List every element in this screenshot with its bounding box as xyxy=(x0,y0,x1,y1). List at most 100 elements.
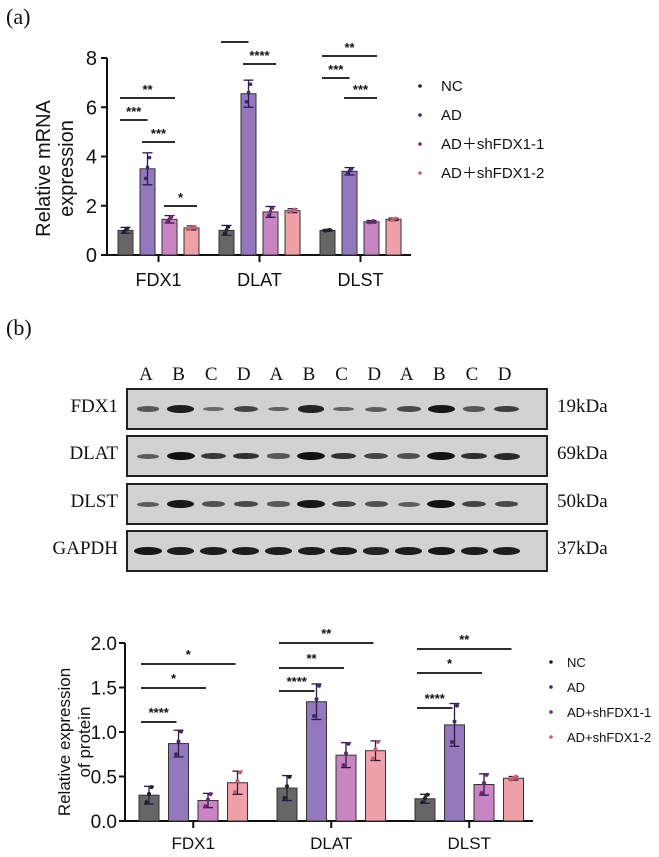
lane-label: D xyxy=(367,364,382,385)
data-point xyxy=(455,703,459,708)
blot-size-label: 19kDa xyxy=(557,396,608,417)
data-point xyxy=(344,751,348,756)
data-point xyxy=(238,770,242,775)
data-point xyxy=(327,227,332,232)
data-point xyxy=(349,166,354,171)
protein-band xyxy=(332,406,355,412)
blot-protein-label: DLAT xyxy=(69,443,118,464)
protein-band xyxy=(297,405,325,413)
data-point xyxy=(125,226,130,231)
protein-band xyxy=(330,547,358,555)
data-point xyxy=(266,213,271,217)
legend-marker xyxy=(549,685,553,689)
data-point xyxy=(165,219,170,224)
protein-band xyxy=(134,547,162,555)
legend-marker xyxy=(549,660,553,664)
data-point xyxy=(176,739,181,744)
bar xyxy=(284,210,301,256)
legend-label: AD+shFDX1-1 xyxy=(567,705,651,720)
data-point xyxy=(169,214,174,219)
lane-label: A xyxy=(269,364,284,385)
protein-band xyxy=(364,453,389,459)
data-point xyxy=(143,176,148,181)
lane-label: C xyxy=(204,364,218,385)
protein-band xyxy=(233,406,258,412)
legend-label: AD xyxy=(567,680,585,695)
significance-label: **** xyxy=(149,705,170,720)
y-tick-label: 0.0 xyxy=(91,812,117,833)
y-tick-label: 0 xyxy=(86,245,97,267)
data-point xyxy=(376,739,380,744)
x-category-label: DLAT xyxy=(310,834,352,853)
protein-band xyxy=(167,405,195,413)
protein-band xyxy=(199,547,227,555)
protein-band xyxy=(297,452,325,460)
significance-label: ** xyxy=(459,632,470,647)
x-category-label: DLAT xyxy=(237,270,282,290)
legend-marker xyxy=(549,735,553,739)
x-category-label: DLST xyxy=(337,270,383,290)
protein-band xyxy=(136,406,160,412)
y-axis-label: Relative expression of protein xyxy=(55,668,94,816)
lane-label: C xyxy=(335,364,348,385)
svg-text:Relative expression: Relative expression xyxy=(55,668,74,816)
data-point xyxy=(317,683,321,688)
legend-marker xyxy=(418,142,422,146)
x-category-label: FDX1 xyxy=(135,270,181,290)
data-point xyxy=(235,778,240,783)
protein-band xyxy=(267,453,290,459)
lane-label: D xyxy=(497,364,512,385)
protein-band xyxy=(397,406,421,412)
data-point xyxy=(224,228,229,232)
legend-label: AD＋shFDX1-2 xyxy=(441,165,544,182)
data-point xyxy=(479,791,484,796)
y-tick-label: 2 xyxy=(86,196,97,218)
y-tick-label: 6 xyxy=(86,97,97,119)
data-point xyxy=(244,100,249,104)
lane-label: A xyxy=(139,364,153,385)
data-point xyxy=(423,796,427,801)
data-point xyxy=(270,206,275,210)
protein-band xyxy=(166,500,195,508)
protein-band xyxy=(200,452,226,460)
protein-band xyxy=(397,453,421,459)
significance-label: **** xyxy=(249,48,270,63)
panel-a-label: (a) xyxy=(6,4,31,29)
protein-bar-chart: 0.0 0.5 1.0 1.5 2.0 Relative expression of pro… xyxy=(55,626,651,853)
bar xyxy=(161,218,178,256)
data-point xyxy=(314,697,319,702)
significance-label: ** xyxy=(321,626,332,641)
legend-label: AD＋shFDX1-1 xyxy=(441,136,544,153)
protein-band xyxy=(331,501,356,507)
data-point xyxy=(206,797,210,802)
significance-label: *** xyxy=(151,126,167,141)
significance-label: * xyxy=(178,190,184,205)
significance-label: ** xyxy=(306,651,317,666)
significance-label: *** xyxy=(353,82,369,97)
protein-band xyxy=(297,547,325,555)
data-point xyxy=(292,207,297,212)
data-point xyxy=(147,155,152,160)
significance-label: *** xyxy=(126,104,142,119)
significance-label: * xyxy=(447,656,453,671)
protein-band xyxy=(267,406,290,412)
x-category-label: DLST xyxy=(448,834,491,853)
data-point xyxy=(371,219,376,223)
blot-protein-label: DLST xyxy=(70,491,119,512)
legend-label: AD xyxy=(441,107,462,124)
significance-label: ** xyxy=(344,40,355,55)
data-point xyxy=(285,784,289,789)
bar xyxy=(341,170,358,256)
protein-band xyxy=(232,547,260,555)
protein-band xyxy=(201,501,225,507)
legend-label: AD+shFDX1-2 xyxy=(567,730,651,745)
protein-band xyxy=(397,501,420,507)
protein-band xyxy=(202,406,224,412)
data-point xyxy=(145,165,150,170)
bar xyxy=(262,211,279,256)
x-category-label: FDX1 xyxy=(172,834,215,853)
lane-label: D xyxy=(236,364,251,385)
blot-strip-gapdh xyxy=(126,530,548,572)
protein-band xyxy=(461,452,487,460)
data-point xyxy=(312,713,316,718)
